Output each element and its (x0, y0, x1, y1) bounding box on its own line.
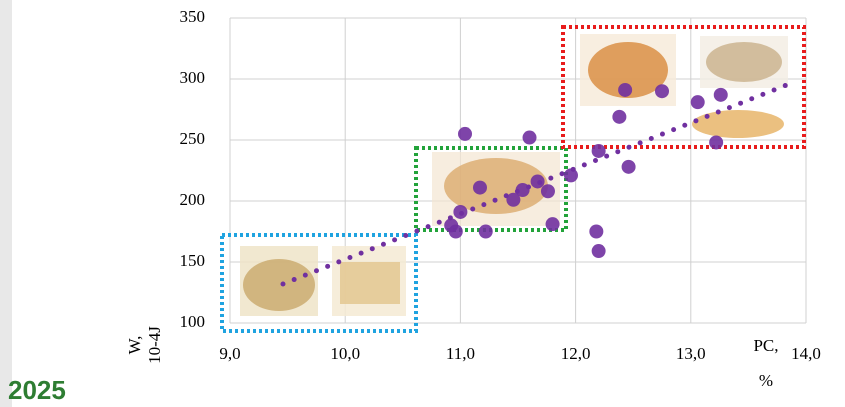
page: W, 10-4J PC, % 2025 100 150 200 250 300 350 9,… (0, 0, 845, 407)
data-point (453, 205, 467, 219)
y-tick-label: 200 (180, 190, 206, 209)
data-point (655, 84, 669, 98)
y-tick-label: 250 (180, 129, 206, 148)
y-tick-label: 150 (180, 251, 206, 270)
data-point (714, 88, 728, 102)
x-tick-label: 12,0 (561, 344, 591, 363)
data-point (523, 131, 537, 145)
data-point (564, 168, 578, 182)
x-tick-label: 11,0 (446, 344, 475, 363)
x-axis-label: PC, (753, 336, 778, 355)
x-axis-label: % (759, 371, 773, 390)
data-point (622, 160, 636, 174)
side-strip (0, 0, 12, 407)
y-tick-label: 100 (180, 312, 206, 331)
data-point (449, 225, 463, 239)
x-tick-label: 13,0 (676, 344, 706, 363)
photo-baguette (706, 42, 782, 82)
photo-cake (340, 262, 400, 304)
data-point (592, 244, 606, 258)
y-axis-label: 10-4J (145, 326, 164, 364)
data-point (618, 83, 632, 97)
data-point (506, 193, 520, 207)
data-point (592, 144, 606, 158)
data-point (709, 135, 723, 149)
marks (283, 81, 796, 284)
data-point (479, 225, 493, 239)
y-tick-label: 300 (180, 68, 206, 87)
data-point (612, 110, 626, 124)
footer-year: 2025 (8, 375, 66, 405)
data-point (589, 225, 603, 239)
y-tick-label: 350 (180, 7, 206, 26)
photo-croissant (692, 110, 784, 138)
illustrations (222, 27, 804, 331)
y-axis-label: W, (125, 336, 144, 355)
chart: W, 10-4J PC, % 2025 100 150 200 250 300 350 9,… (0, 0, 845, 407)
data-point (691, 95, 705, 109)
data-point (546, 217, 560, 231)
data-point (473, 181, 487, 195)
x-tick-label: 14,0 (791, 344, 821, 363)
x-tick-label: 10,0 (330, 344, 360, 363)
data-point (531, 174, 545, 188)
x-tick-label: 9,0 (219, 344, 240, 363)
data-point (541, 184, 555, 198)
photo-bread (243, 259, 315, 311)
data-point (458, 127, 472, 141)
